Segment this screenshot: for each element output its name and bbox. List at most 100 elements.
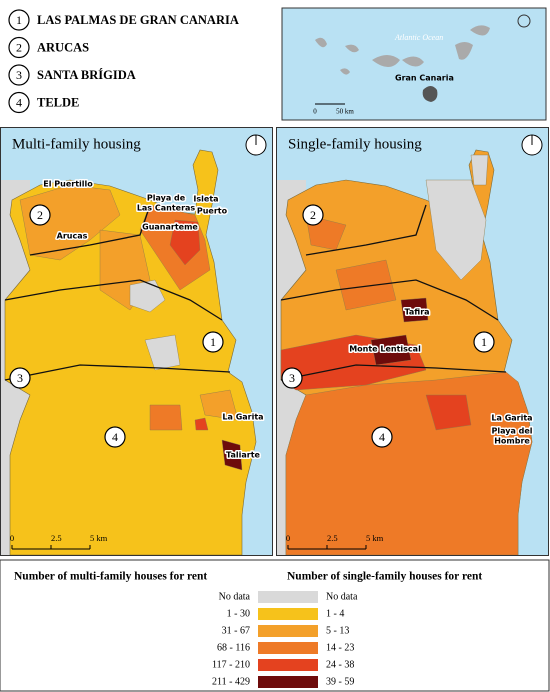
housing-zone — [129, 279, 166, 313]
legend-label: 117 - 210 — [212, 659, 250, 670]
housing-zone — [425, 394, 472, 431]
legend-swatch — [258, 591, 318, 603]
municipal-border — [305, 204, 427, 256]
municipality-number: 2 — [37, 208, 43, 222]
municipality-number: 3 — [289, 371, 295, 385]
municipality-number: 2 — [16, 40, 22, 54]
scale-label: 5 km — [366, 533, 384, 543]
municipal-border — [280, 279, 499, 321]
place-label: Hombre — [494, 437, 530, 446]
housing-zone — [19, 184, 121, 261]
panel-frame — [0, 127, 273, 556]
legend-swatch — [258, 625, 318, 637]
municipality-name: ARUCAS — [37, 40, 89, 54]
island-label: Gran Canaria — [395, 74, 454, 83]
number-badge — [473, 331, 495, 353]
place-label: La Garita — [222, 413, 263, 422]
map-panel: Single-family housing Tafira Monte Lentisc… — [276, 127, 549, 556]
legend-box — [0, 559, 550, 692]
municipal-border — [29, 204, 151, 256]
legend-title: Number of multi-family houses for rent — [14, 571, 207, 583]
number-badge — [29, 204, 51, 226]
legend-label: 14 - 23 — [326, 642, 354, 653]
place-label: Las Canteras — [137, 204, 196, 213]
municipal-border — [4, 364, 231, 381]
municipality-number: 4 — [379, 430, 385, 444]
legend-label: No data — [326, 591, 358, 602]
place-label: Guanarteme — [142, 223, 198, 232]
scale-label: 0 — [10, 533, 14, 543]
legend-label: 211 - 429 — [212, 676, 250, 687]
municipality-number: 3 — [16, 68, 22, 82]
legend-swatch — [258, 608, 318, 620]
place-label: Puerto — [197, 207, 228, 216]
place-label: Monte Lentiscal — [349, 345, 421, 354]
housing-zone — [149, 404, 183, 431]
number-badge — [281, 367, 303, 389]
place-label: Playa de — [147, 194, 186, 203]
housing-zone — [144, 334, 181, 371]
scale-label: 0 — [313, 108, 317, 116]
north-arrow — [517, 14, 531, 28]
housing-zone — [470, 154, 489, 186]
municipal-border — [280, 364, 507, 381]
housing-zone — [199, 389, 239, 421]
housing-zone — [400, 297, 429, 323]
ocean-label: Atlantic Ocean — [394, 33, 443, 42]
housing-zone — [169, 219, 201, 266]
panel-frame — [276, 127, 549, 556]
municipality-number: 1 — [16, 13, 22, 27]
islands — [315, 25, 490, 75]
place-label: Isleta — [193, 195, 218, 204]
municipality-number: 2 — [310, 208, 316, 222]
legend-label: No data — [219, 591, 251, 602]
number-badge — [302, 204, 324, 226]
number-badge — [8, 91, 30, 114]
scale-label: 0 — [286, 533, 290, 543]
place-label: Playa del — [491, 427, 532, 436]
housing-zone — [221, 439, 243, 471]
scale-label: 2.5 — [51, 533, 62, 543]
housing-zone — [370, 334, 412, 366]
legend-label: 68 - 116 — [217, 642, 250, 653]
municipality-number: 3 — [17, 371, 23, 385]
housing-zone — [285, 371, 533, 556]
legend-label: 1 - 30 — [227, 608, 250, 619]
place-label: La Garita — [491, 414, 532, 423]
place-label: Tafira — [404, 308, 429, 317]
municipal-border — [4, 279, 223, 321]
municipality-number: 1 — [481, 335, 487, 349]
legend-swatch — [258, 676, 318, 688]
municipality-number: 1 — [210, 335, 216, 349]
legend-label: 24 - 38 — [326, 659, 354, 670]
municipality-name: TELDE — [37, 95, 79, 109]
place-label: Taliarte — [226, 451, 260, 460]
legend-title: Number of single-family houses for rent — [287, 571, 482, 583]
legend-label: 1 - 4 — [326, 608, 344, 619]
map-panel: Multi-family housing El Puertillo Arucas Pl… — [0, 127, 273, 556]
legend-label: 5 - 13 — [326, 625, 349, 636]
scale-label: 5 km — [90, 533, 108, 543]
gran-canaria — [422, 86, 438, 102]
panel-title: Single-family housing — [288, 136, 422, 152]
municipality-number: 4 — [112, 430, 118, 444]
housing-zone — [335, 259, 397, 311]
place-label: El Puertillo — [43, 180, 93, 189]
municipality-number: 4 — [16, 95, 22, 109]
place-label: Arucas — [57, 232, 88, 241]
municipality-name: LAS PALMAS DE GRAN CANARIA — [37, 13, 239, 27]
legend-swatch — [258, 659, 318, 671]
panel-title: Multi-family housing — [12, 136, 141, 152]
legend-swatch — [258, 642, 318, 654]
legend-label: 31 - 67 — [222, 625, 250, 636]
scale-label: 2.5 — [327, 533, 338, 543]
municipality-name: SANTA BRÍGIDA — [37, 68, 136, 82]
number-badge — [8, 64, 30, 86]
scale-label: 50 km — [336, 108, 354, 116]
legend-label: 39 - 59 — [326, 676, 354, 687]
number-badge — [371, 426, 393, 448]
number-badge — [202, 331, 224, 353]
housing-zone — [194, 417, 209, 431]
number-badge — [8, 9, 30, 31]
